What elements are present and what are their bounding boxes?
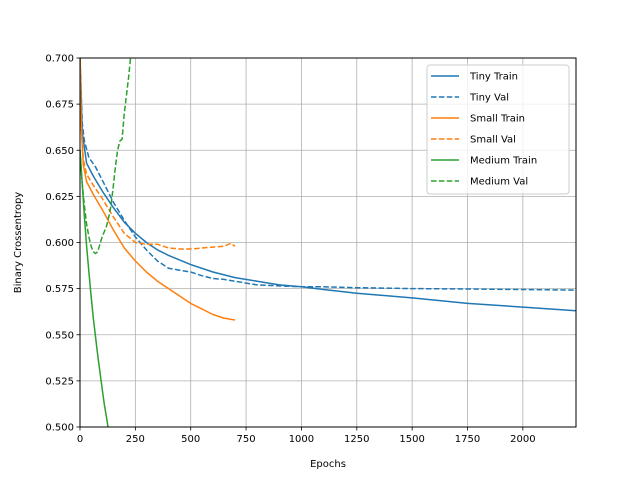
x-tick-label: 0 bbox=[77, 434, 83, 445]
legend-box bbox=[426, 64, 570, 195]
legend-label-small-train: Small Train bbox=[470, 114, 525, 125]
x-tick-label: 750 bbox=[237, 434, 256, 445]
x-tick-label: 1250 bbox=[344, 434, 369, 445]
y-tick-label: 0.700 bbox=[45, 54, 74, 65]
series-line-small-val bbox=[80, 58, 236, 250]
y-tick-label: 0.500 bbox=[45, 423, 74, 434]
series-line-small-train bbox=[80, 58, 236, 321]
x-tick-label: 500 bbox=[181, 434, 200, 445]
legend-label-tiny-val: Tiny Val bbox=[469, 93, 509, 104]
legend-label-small-val: Small Val bbox=[470, 135, 516, 146]
x-axis-ticks: 0 250 500 750 1000 1250 1500 1750 2000 bbox=[77, 427, 536, 445]
y-tick-label: 0.675 bbox=[45, 100, 74, 111]
series-line-tiny-val bbox=[80, 58, 576, 291]
y-axis-ticks: 0.500 0.525 0.550 0.575 0.600 0.625 0.650 0.675… bbox=[45, 54, 80, 434]
y-axis-label: Binary Crossentropy bbox=[13, 192, 24, 293]
y-tick-label: 0.575 bbox=[45, 284, 74, 295]
legend-label-medium-val: Medium Val bbox=[470, 177, 528, 188]
y-tick-label: 0.650 bbox=[45, 146, 74, 157]
x-tick-label: 1750 bbox=[455, 434, 480, 445]
x-tick-label: 1500 bbox=[399, 434, 424, 445]
x-tick-label: 250 bbox=[126, 434, 145, 445]
series-line-tiny-train bbox=[80, 58, 576, 312]
y-tick-label: 0.550 bbox=[45, 330, 74, 341]
x-tick-label: 1000 bbox=[289, 434, 314, 445]
series-lines bbox=[80, 58, 576, 427]
x-tick-label: 2000 bbox=[510, 434, 535, 445]
series-line-medium-train bbox=[80, 150, 109, 427]
x-axis-label: Epochs bbox=[310, 459, 346, 470]
y-tick-label: 0.625 bbox=[45, 192, 74, 203]
legend-label-tiny-train: Tiny Train bbox=[469, 72, 518, 83]
y-tick-label: 0.525 bbox=[45, 376, 74, 387]
legend: Tiny Train Tiny Val Small Train Small Val Me… bbox=[426, 64, 570, 195]
legend-label-medium-train: Medium Train bbox=[470, 156, 537, 167]
y-tick-label: 0.600 bbox=[45, 238, 74, 249]
